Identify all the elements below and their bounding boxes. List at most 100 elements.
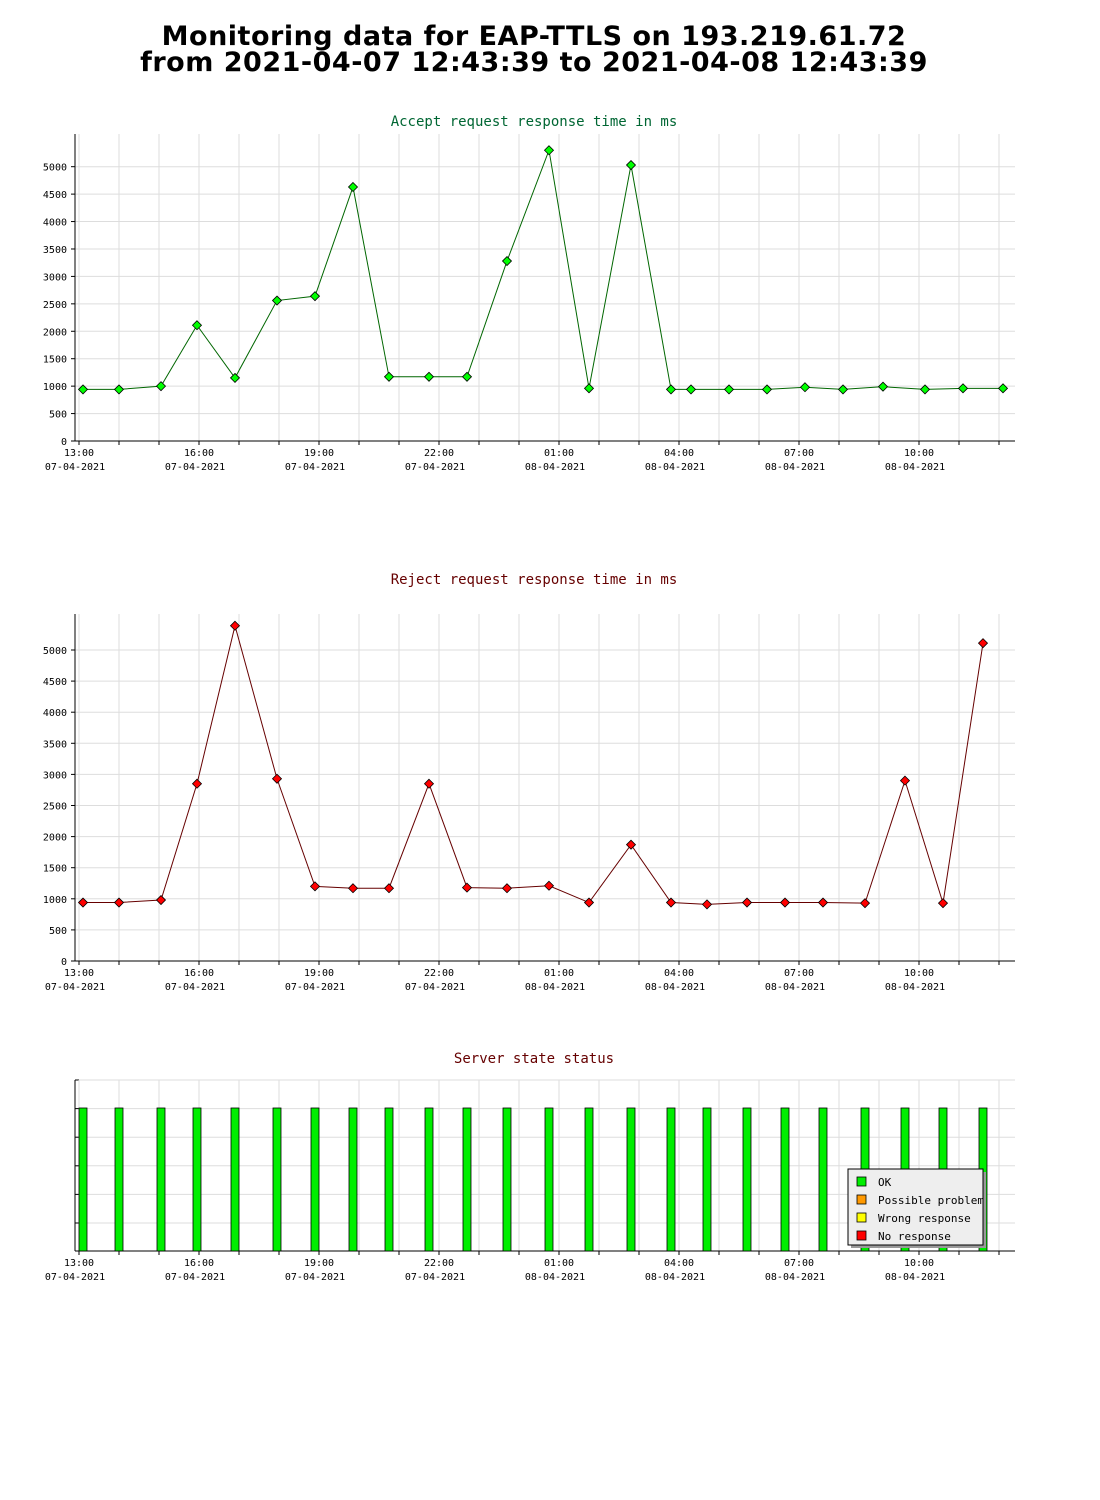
- legend-possible-problem-swatch: [856, 1194, 867, 1205]
- status-bar: [192, 1107, 202, 1252]
- status-bar: [742, 1107, 752, 1252]
- x-tick-label-time: 22:00: [424, 1258, 454, 1269]
- status-bar: [666, 1107, 676, 1252]
- status-bar: [272, 1107, 282, 1252]
- x-tick-label-time: 04:00: [664, 1258, 694, 1269]
- reject-data-point: [701, 899, 713, 910]
- x-tick-label-time: 07:00: [784, 1258, 814, 1269]
- accept-data-point: [77, 384, 89, 395]
- x-tick-label-time: 22:00: [424, 968, 454, 979]
- reject-data-point: [229, 620, 241, 631]
- x-tick-label-time: 01:00: [544, 448, 574, 459]
- reject-data-point: [543, 880, 555, 891]
- y-tick-label: 500: [49, 410, 67, 421]
- x-tick-label-time: 10:00: [904, 968, 934, 979]
- legend-wrong-response-label: Wrong response: [878, 1212, 971, 1225]
- x-tick-label-date: 07-04-2021: [165, 1272, 225, 1283]
- y-tick-label: 4500: [43, 190, 67, 201]
- x-tick-label-date: 08-04-2021: [885, 1272, 945, 1283]
- x-tick-label-time: 01:00: [544, 1258, 574, 1269]
- accept-data-point: [383, 371, 395, 382]
- x-tick-label-date: 07-04-2021: [165, 982, 225, 993]
- x-tick-label-time: 04:00: [664, 448, 694, 459]
- legend-ok-swatch: [856, 1176, 867, 1187]
- x-tick-label-time: 16:00: [184, 968, 214, 979]
- y-tick-label: 3000: [43, 272, 67, 283]
- status-bar: [230, 1107, 240, 1252]
- y-tick-label: 4000: [43, 218, 67, 229]
- accept-data-point: [229, 372, 241, 383]
- accept-data-point: [761, 384, 773, 395]
- reject-data-point: [977, 638, 989, 649]
- status-bar: [78, 1107, 88, 1252]
- accept-data-point: [271, 295, 283, 306]
- x-tick-label-date: 07-04-2021: [285, 1272, 345, 1283]
- x-tick-label-date: 08-04-2021: [645, 982, 705, 993]
- x-tick-label-date: 07-04-2021: [405, 982, 465, 993]
- x-tick-label-date: 08-04-2021: [765, 982, 825, 993]
- accept-data-point: [837, 384, 849, 395]
- reject-data-point: [461, 882, 473, 893]
- status-bar: [702, 1107, 712, 1252]
- status-bar: [424, 1107, 434, 1252]
- accept-data-point: [113, 384, 125, 395]
- reject-data-point: [309, 881, 321, 892]
- y-tick-label: 4000: [43, 708, 67, 719]
- reject-data-point: [191, 778, 203, 789]
- y-tick-label: 3500: [43, 245, 67, 256]
- reject-data-point: [741, 897, 753, 908]
- accept-chart-title: Accept request response time in ms: [391, 114, 678, 130]
- reject-data-point: [271, 773, 283, 784]
- x-tick-label-time: 13:00: [64, 1258, 94, 1269]
- x-tick-label-time: 19:00: [304, 1258, 334, 1269]
- page-title: Monitoring data for EAP-TTLS on 193.219.…: [0, 23, 1068, 76]
- x-tick-label-date: 07-04-2021: [45, 982, 105, 993]
- y-tick-label: 1500: [43, 864, 67, 875]
- status-bar: [462, 1107, 472, 1252]
- y-tick-label: 3500: [43, 739, 67, 750]
- reject-data-point: [859, 898, 871, 909]
- reject-data-point: [383, 883, 395, 894]
- x-tick-label-time: 10:00: [904, 448, 934, 459]
- reject-response-chart: Reject request response time in ms 0 500 10…: [43, 572, 1015, 993]
- accept-data-point: [877, 381, 889, 392]
- status-bar: [544, 1107, 554, 1252]
- accept-data-point: [461, 371, 473, 382]
- x-tick-label-date: 07-04-2021: [285, 982, 345, 993]
- reject-data-point: [501, 883, 513, 894]
- reject-data-point: [347, 883, 359, 894]
- status-bar: [114, 1107, 124, 1252]
- y-tick-label: 500: [49, 926, 67, 937]
- x-tick-label-time: 01:00: [544, 968, 574, 979]
- accept-data-point: [543, 145, 555, 156]
- x-tick-label-date: 08-04-2021: [645, 1272, 705, 1283]
- reject-data-point: [77, 897, 89, 908]
- server-status-chart: Server state status 13:00 07-04-2021 16:00 0…: [45, 1051, 1015, 1283]
- legend-ok-label: OK: [878, 1176, 892, 1189]
- reject-data-point: [625, 839, 637, 850]
- accept-data-point: [423, 371, 435, 382]
- accept-data-point: [191, 320, 203, 331]
- reject-data-point: [899, 775, 911, 786]
- accept-series-line: [83, 148, 1003, 390]
- accept-data-point: [957, 383, 969, 394]
- accept-response-chart: Accept request response time in ms 0 500 10…: [43, 114, 1015, 473]
- reject-series-line: [83, 625, 984, 905]
- status-bar: [780, 1107, 790, 1252]
- status-bar: [502, 1107, 512, 1252]
- legend-no-response-swatch: [856, 1230, 867, 1241]
- reject-data-point: [423, 778, 435, 789]
- x-tick-label-date: 07-04-2021: [405, 462, 465, 473]
- reject-data-point: [583, 897, 595, 908]
- x-tick-label-time: 19:00: [304, 448, 334, 459]
- status-bar: [818, 1107, 828, 1252]
- x-tick-label-date: 07-04-2021: [405, 1272, 465, 1283]
- accept-data-point: [501, 255, 513, 267]
- y-tick-label: 1000: [43, 895, 67, 906]
- x-tick-label-date: 07-04-2021: [45, 1272, 105, 1283]
- x-tick-label-date: 08-04-2021: [525, 982, 585, 993]
- x-tick-label-time: 22:00: [424, 448, 454, 459]
- x-tick-label-date: 07-04-2021: [45, 462, 105, 473]
- x-tick-label-date: 08-04-2021: [525, 1272, 585, 1283]
- status-bar: [626, 1107, 636, 1252]
